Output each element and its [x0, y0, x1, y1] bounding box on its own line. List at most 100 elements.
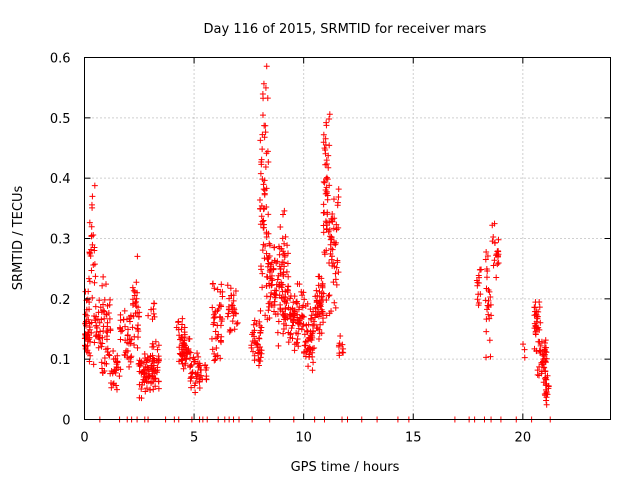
data-point: [284, 260, 291, 267]
data-point: [335, 186, 342, 193]
data-point: [280, 271, 287, 278]
data-point: [264, 255, 271, 262]
data-point: [323, 119, 330, 126]
data-point: [188, 384, 195, 391]
data-point: [154, 346, 161, 353]
data-point: [259, 270, 266, 277]
data-point: [328, 308, 335, 315]
data-point: [179, 315, 186, 322]
data-point: [285, 273, 292, 280]
data-point: [113, 359, 120, 366]
data-point: [325, 152, 332, 159]
data-point: [151, 357, 158, 364]
data-point: [262, 122, 269, 129]
data-point: [90, 231, 97, 238]
data-point: [213, 335, 220, 342]
data-point: [138, 386, 145, 393]
data-point: [130, 313, 137, 320]
data-point: [275, 342, 282, 349]
data-point: [217, 288, 224, 295]
data-point: [314, 311, 321, 318]
x-tick-label: 10: [295, 431, 312, 446]
data-point: [486, 288, 493, 295]
data-point: [182, 360, 189, 367]
data-point: [105, 351, 112, 358]
data-point: [255, 349, 262, 356]
data-point: [94, 324, 101, 331]
data-point: [329, 262, 336, 269]
data-point: [279, 235, 286, 242]
data-point: [317, 301, 324, 308]
data-point: [127, 358, 134, 365]
data-point: [96, 297, 103, 304]
data-point: [179, 349, 186, 356]
data-point: [483, 328, 490, 335]
data-point: [212, 328, 219, 335]
data-point: [483, 316, 490, 323]
data-point: [336, 340, 343, 347]
data-point: [532, 331, 539, 338]
data-point: [265, 260, 272, 267]
data-point: [106, 352, 113, 359]
x-tick-label: 15: [405, 431, 422, 446]
data-point: [473, 277, 480, 284]
data-point: [299, 292, 306, 299]
data-point: [117, 317, 124, 324]
data-point: [113, 382, 120, 389]
data-point: [325, 292, 332, 299]
data-point: [89, 294, 96, 301]
data-point: [116, 324, 123, 331]
data-point: [486, 315, 493, 322]
data-point: [323, 174, 330, 181]
data-point: [258, 324, 265, 331]
data-point: [275, 318, 282, 325]
data-point: [228, 292, 235, 299]
data-point: [321, 251, 328, 258]
data-point: [85, 275, 92, 282]
data-point: [208, 335, 215, 342]
data-point: [186, 335, 193, 342]
data-point: [340, 345, 347, 352]
data-point: [98, 343, 105, 350]
data-point: [133, 295, 140, 302]
data-point: [105, 309, 112, 316]
data-point: [96, 319, 103, 326]
data-point: [255, 356, 262, 363]
data-point: [289, 305, 296, 312]
data-point: [259, 176, 266, 183]
data-point: [150, 359, 157, 366]
data-point: [108, 368, 115, 375]
data-point: [116, 373, 123, 380]
data-point: [323, 296, 330, 303]
data-point: [296, 320, 303, 327]
data-point: [333, 226, 340, 233]
x-tick-label: 5: [190, 431, 198, 446]
data-point: [535, 324, 542, 331]
data-point: [228, 302, 235, 309]
data-point: [491, 257, 498, 264]
data-point: [263, 63, 270, 70]
data-point: [100, 328, 107, 335]
data-point: [284, 286, 291, 293]
data-point: [125, 326, 132, 333]
data-point: [542, 392, 549, 399]
data-point: [309, 322, 316, 329]
data-point: [273, 259, 280, 266]
data-point: [90, 361, 97, 368]
data-point: [291, 341, 298, 348]
data-point: [133, 279, 140, 286]
data-point: [332, 241, 339, 248]
data-point: [267, 242, 274, 249]
data-point: [250, 321, 257, 328]
data-point: [253, 320, 260, 327]
data-point: [198, 366, 205, 373]
data-point: [302, 342, 309, 349]
data-point: [319, 284, 326, 291]
data-point: [268, 281, 275, 288]
data-point: [332, 304, 339, 311]
data-point: [88, 319, 95, 326]
data-point: [87, 253, 94, 260]
y-tick-label: 0: [62, 414, 70, 429]
data-point: [303, 322, 310, 329]
data-point: [277, 266, 284, 273]
